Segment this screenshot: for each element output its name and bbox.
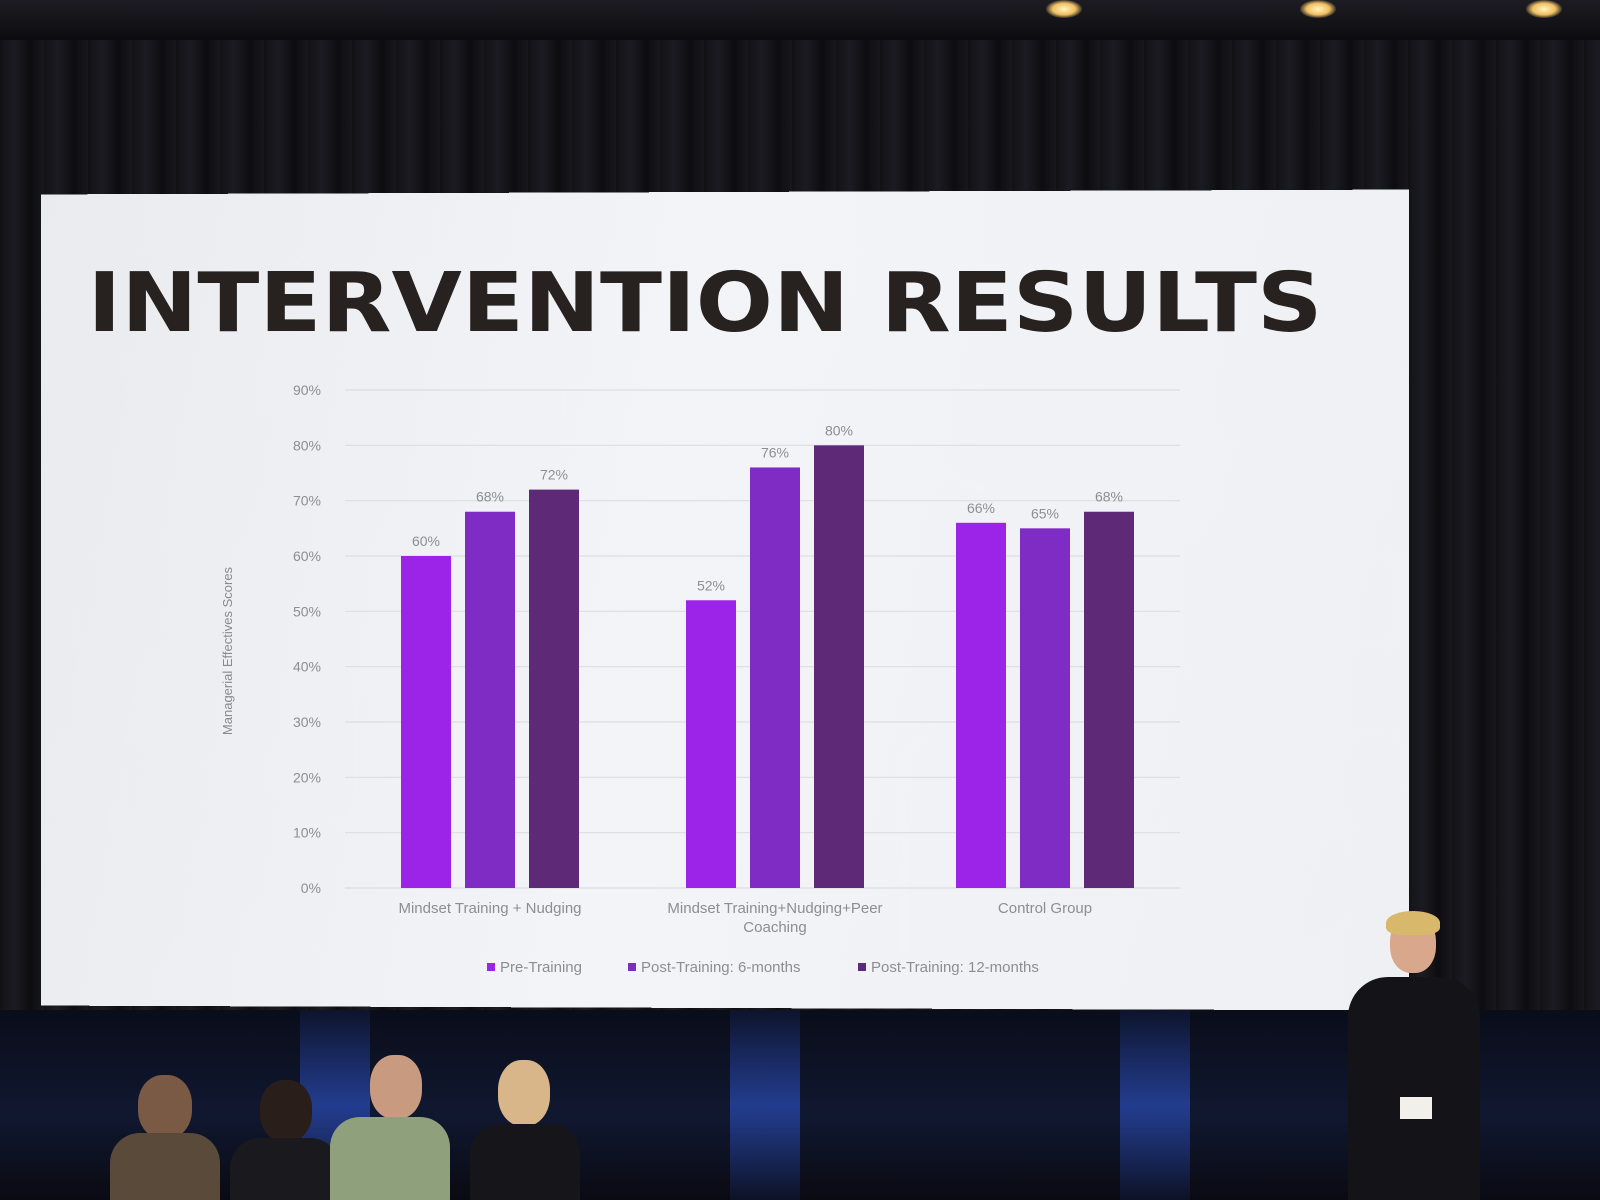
legend-label: Pre-Training [500, 959, 582, 976]
legend-swatch [487, 963, 495, 971]
bar [529, 490, 579, 888]
y-axis-label: Managerial Effectives Scores [220, 566, 235, 735]
y-tick-label: 40% [293, 659, 321, 675]
y-axis-ticks: 0% 10% 20% 30% 40% 50% 60% 70% 80% 90% [293, 382, 321, 896]
bar [750, 467, 800, 888]
category-label: Mindset Training+Nudging+Peer [667, 900, 882, 917]
panelist [470, 1060, 580, 1200]
chart-bars: 60% 68% 72% 52% 76% 80% 66% 65% 68% [401, 422, 1134, 888]
data-label: 68% [476, 489, 504, 505]
data-label: 72% [540, 467, 568, 483]
category-label: Mindset Training + Nudging [398, 900, 581, 917]
bar [1020, 528, 1070, 888]
legend-swatch [628, 963, 636, 971]
data-label: 76% [761, 444, 789, 460]
data-label: 60% [412, 533, 440, 549]
legend-label: Post-Training: 6-months [641, 959, 801, 976]
y-tick-label: 20% [293, 769, 321, 785]
bar [1084, 512, 1134, 888]
y-tick-label: 10% [293, 825, 321, 841]
legend-swatch [858, 963, 866, 971]
data-label: 80% [825, 422, 853, 438]
bar [401, 556, 451, 888]
name-badge [1400, 1097, 1432, 1119]
bar [956, 523, 1006, 888]
data-label: 68% [1095, 489, 1123, 505]
bar [686, 600, 736, 888]
y-tick-label: 80% [293, 437, 321, 453]
data-label: 66% [967, 500, 995, 516]
bar [465, 512, 515, 888]
x-axis-categories: Mindset Training + Nudging Mindset Traini… [398, 900, 1092, 936]
legend-label: Post-Training: 12-months [871, 959, 1039, 976]
chart-legend: Pre-Training Post-Training: 6-months Post-… [487, 959, 1039, 976]
category-label: Control Group [998, 900, 1092, 917]
y-tick-label: 50% [293, 603, 321, 619]
y-tick-label: 90% [293, 382, 321, 398]
data-label: 65% [1031, 505, 1059, 521]
panelist [330, 1055, 450, 1200]
y-tick-label: 70% [293, 493, 321, 509]
data-label: 52% [697, 577, 725, 593]
y-tick-label: 30% [293, 714, 321, 730]
y-tick-label: 0% [301, 880, 321, 896]
bar [814, 445, 864, 888]
y-tick-label: 60% [293, 548, 321, 564]
chart-title: INTERVENTION RESULTS [88, 256, 1323, 351]
panelist [230, 1080, 340, 1200]
panelist [110, 1075, 220, 1200]
presenter [1330, 915, 1500, 1200]
category-label: Coaching [743, 919, 806, 936]
